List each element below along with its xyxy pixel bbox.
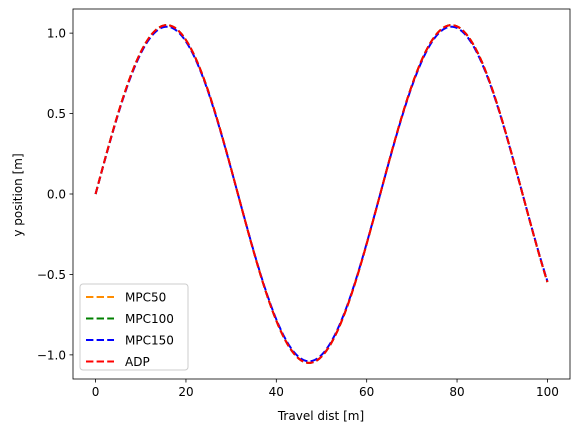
x-tick-label: 80 (449, 385, 464, 399)
legend-label-adp: ADP (125, 355, 150, 369)
axes: 0 20 40 60 80 100 −1.0 −0.5 0.0 0.5 1.0 (37, 8, 571, 399)
y-tick-label: 1.0 (47, 27, 66, 41)
x-tick-label: 100 (536, 385, 559, 399)
series-line-adp (94, 24, 549, 364)
x-tick-label: 60 (359, 385, 374, 399)
x-axis-label: Travel dist [m] (277, 409, 364, 423)
x-tick-label: 0 (92, 385, 100, 399)
legend: MPC50 MPC100 MPC150 ADP (79, 283, 189, 371)
legend-label-mpc100: MPC100 (125, 312, 174, 326)
legend-label-mpc150: MPC150 (125, 334, 174, 348)
legend-box (79, 283, 189, 371)
x-tick-label: 40 (269, 385, 284, 399)
y-tick-label: −0.5 (37, 268, 66, 282)
legend-label-mpc50: MPC50 (125, 291, 166, 305)
y-axis-label: y position [m] (11, 153, 25, 236)
x-tick-label: 20 (178, 385, 193, 399)
series-line-mpc150 (94, 25, 549, 363)
y-tick-label: 0.0 (47, 188, 66, 202)
y-tick-label: −1.0 (37, 348, 66, 362)
series-layer (94, 24, 549, 364)
y-tick-label: 0.5 (47, 107, 66, 121)
